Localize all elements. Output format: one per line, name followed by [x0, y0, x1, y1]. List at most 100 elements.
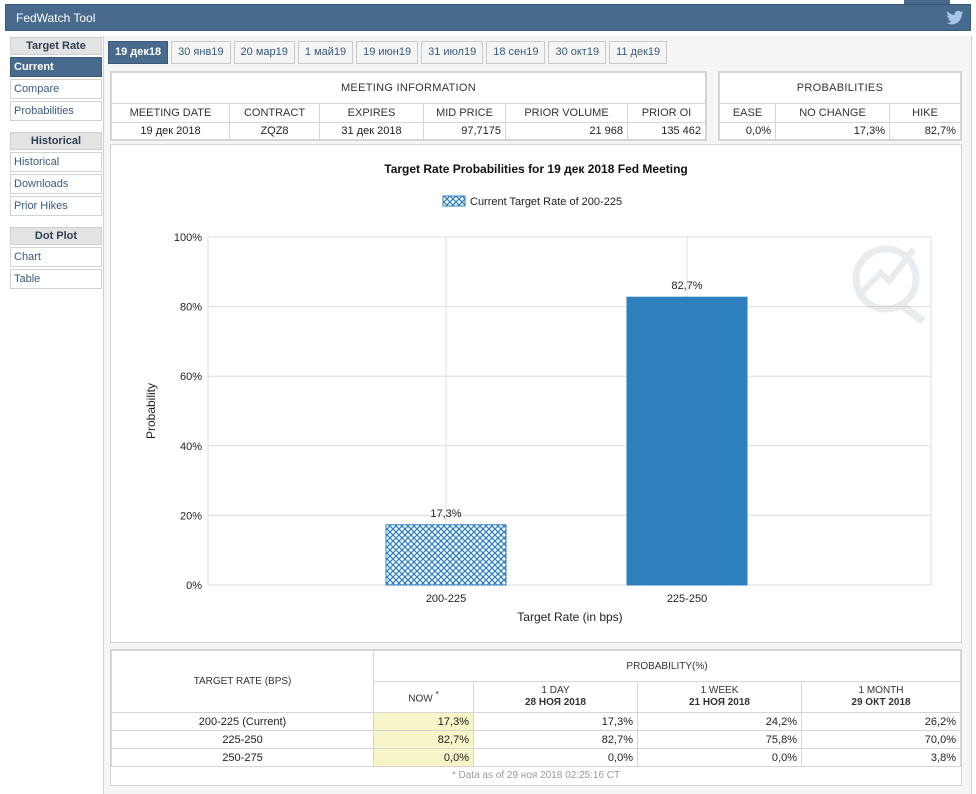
- col-1-month-label: 1 MONTH: [858, 685, 904, 696]
- target-rate-header: TARGET RATE (BPS): [111, 650, 374, 713]
- chart-grid: [207, 236, 932, 586]
- col-1-week-label: 1 WEEK: [700, 685, 739, 696]
- tab-31-jul-19[interactable]: 31 июл19: [421, 41, 484, 64]
- chart-title: Target Rate Probabilities for 19 дек 201…: [384, 162, 688, 176]
- col-1-day: 1 DAY 28 НОЯ 2018: [473, 681, 638, 713]
- tab-1-may-19[interactable]: 1 май19: [297, 41, 354, 64]
- probability-chart: Target Rate Probabilities for 19 дек 201…: [144, 162, 932, 624]
- plot-frame: [207, 236, 932, 586]
- probability-header: PROBABILITY(%): [373, 650, 961, 682]
- col-no-change: NO CHANGE: [775, 103, 890, 123]
- table-row: 200-225 (Current) 17,3% 17,3% 24,2% 26,2…: [111, 712, 961, 731]
- x-axis-label: Target Rate (in bps): [517, 610, 622, 624]
- bar-value-label: 17,3%: [430, 508, 461, 520]
- col-1-week: 1 WEEK 21 НОЯ 2018: [637, 681, 802, 713]
- table-row: 250-275 0,0% 0,0% 0,0% 3,8%: [111, 748, 961, 767]
- bar-200-225[interactable]: [385, 524, 507, 586]
- y-tick-label: 40%: [180, 441, 202, 453]
- week-cell: 0,0%: [637, 748, 802, 767]
- ease-value: 0,0%: [719, 122, 776, 140]
- col-mid-price: MID PRICE: [423, 103, 506, 123]
- sidebar-item-table[interactable]: Table: [10, 269, 102, 289]
- bar-225-250[interactable]: [626, 296, 748, 586]
- sidebar-header-historical: Historical: [10, 132, 102, 150]
- expires-value: 31 дек 2018: [319, 122, 424, 140]
- meeting-tabs: 19 дек18 30 янв19 20 мар19 1 май19 19 ию…: [108, 41, 670, 65]
- rate-cell: 250-275: [111, 748, 374, 767]
- sidebar-header-dot-plot: Dot Plot: [10, 227, 102, 245]
- tab-19-jun-19[interactable]: 19 июн19: [356, 41, 419, 64]
- col-prior-oi: PRIOR OI: [627, 103, 706, 123]
- mid-price-value: 97,7175: [423, 122, 506, 140]
- col-meeting-date: MEETING DATE: [111, 103, 230, 123]
- month-cell: 26,2%: [801, 712, 961, 731]
- sidebar-item-chart[interactable]: Chart: [10, 247, 102, 267]
- no-change-value: 17,3%: [775, 122, 890, 140]
- legend-swatch: [442, 195, 466, 207]
- meeting-info-header: MEETING INFORMATION: [111, 72, 706, 104]
- table-row: 225-250 82,7% 82,7% 75,8% 70,0%: [111, 730, 961, 749]
- now-cell: 0,0%: [373, 748, 474, 767]
- chart-bars: 17,3% 82,7%: [385, 280, 748, 586]
- col-prior-volume: PRIOR VOLUME: [505, 103, 628, 123]
- contract-value: ZQZ8: [229, 122, 320, 140]
- month-cell: 3,8%: [801, 748, 961, 767]
- chart-panel: Target Rate Probabilities for 19 дек 201…: [110, 144, 962, 643]
- rate-cell: 225-250: [111, 730, 374, 749]
- meeting-date-value: 19 дек 2018: [111, 122, 230, 140]
- sidebar-item-downloads[interactable]: Downloads: [10, 174, 102, 194]
- tab-30-jan-19[interactable]: 30 янв19: [171, 41, 231, 64]
- probabilities-header: PROBABILITIES: [719, 72, 961, 104]
- now-cell: 82,7%: [373, 730, 474, 749]
- title-bar: FedWatch Tool: [5, 4, 971, 31]
- col-1-day-date: 28 НОЯ 2018: [525, 697, 586, 708]
- data-timestamp-footnote: * Data as of 29 ноя 2018 02:25:16 CT: [451, 770, 621, 781]
- tab-20-mar-19[interactable]: 20 мар19: [233, 41, 295, 64]
- day-cell: 82,7%: [473, 730, 638, 749]
- main-content: 19 дек18 30 янв19 20 мар19 1 май19 19 ию…: [103, 36, 972, 794]
- col-ease: EASE: [719, 103, 776, 123]
- day-cell: 17,3%: [473, 712, 638, 731]
- week-cell: 24,2%: [637, 712, 802, 731]
- y-axis-label: Probability: [144, 383, 158, 439]
- meeting-info-panel: MEETING INFORMATION MEETING DATE CONTRAC…: [110, 71, 707, 141]
- day-cell: 0,0%: [473, 748, 638, 767]
- tab-19-dec-18[interactable]: 19 дек18: [108, 41, 169, 64]
- probability-history-panel: TARGET RATE (BPS) PROBABILITY(%) NOW * 1…: [110, 649, 962, 786]
- tab-18-sep-19[interactable]: 18 сен19: [486, 41, 546, 64]
- col-1-month-date: 29 ОКТ 2018: [851, 697, 911, 708]
- bar-value-label: 82,7%: [671, 280, 702, 292]
- month-cell: 70,0%: [801, 730, 961, 749]
- twitter-icon[interactable]: [946, 10, 964, 26]
- col-now-asterisk: *: [435, 689, 439, 700]
- col-expires: EXPIRES: [319, 103, 424, 123]
- col-contract: CONTRACT: [229, 103, 320, 123]
- y-tick-label: 0%: [186, 580, 202, 592]
- sidebar-item-probabilities[interactable]: Probabilities: [10, 101, 102, 121]
- week-cell: 75,8%: [637, 730, 802, 749]
- app-title: FedWatch Tool: [16, 11, 96, 25]
- tab-11-dec-19[interactable]: 11 дек19: [609, 41, 668, 64]
- tab-30-oct-19[interactable]: 30 окт19: [548, 41, 607, 64]
- y-tick-label: 80%: [180, 302, 202, 314]
- sidebar-item-historical[interactable]: Historical: [10, 152, 102, 172]
- sidebar-header-target-rate: Target Rate: [10, 37, 102, 55]
- col-hike: HIKE: [889, 103, 961, 123]
- rate-cell: 200-225 (Current): [111, 712, 374, 731]
- x-tick-label: 225-250: [667, 593, 707, 605]
- sidebar: Target Rate Current Compare Probabilitie…: [10, 37, 102, 291]
- col-now-label: NOW: [408, 693, 433, 705]
- y-axis-ticks: 0% 20% 40% 60% 80% 100%: [174, 232, 202, 592]
- sidebar-item-compare[interactable]: Compare: [10, 79, 102, 99]
- x-tick-label: 200-225: [426, 593, 466, 605]
- y-tick-label: 20%: [180, 510, 202, 522]
- x-axis-ticks: 200-225 225-250: [426, 593, 707, 605]
- prior-oi-value: 135 462: [627, 122, 706, 140]
- hike-value: 82,7%: [889, 122, 961, 140]
- probabilities-panel: PROBABILITIES EASE NO CHANGE HIKE 0,0% 1…: [718, 71, 962, 141]
- col-now: NOW *: [373, 681, 474, 713]
- col-1-month: 1 MONTH 29 ОКТ 2018: [801, 681, 961, 713]
- sidebar-item-prior-hikes[interactable]: Prior Hikes: [10, 196, 102, 216]
- legend-label: Current Target Rate of 200-225: [470, 196, 622, 208]
- sidebar-item-current[interactable]: Current: [10, 57, 102, 77]
